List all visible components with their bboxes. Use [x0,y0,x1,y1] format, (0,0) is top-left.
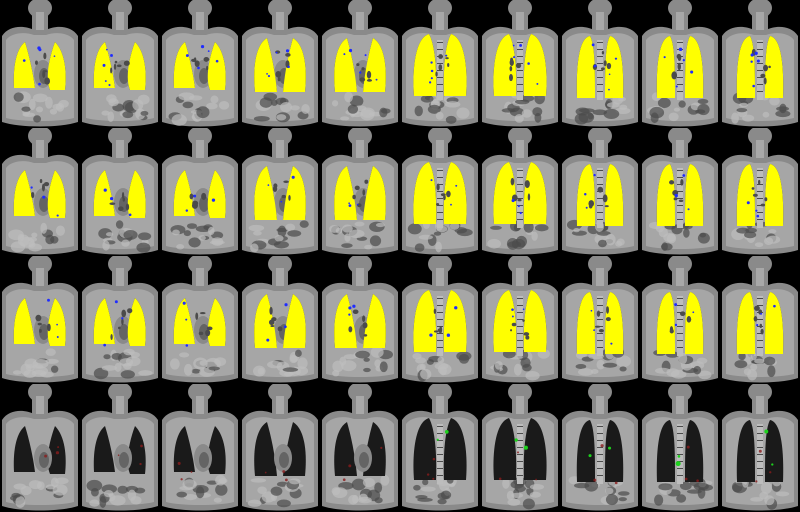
mri-slice-tile [560,256,640,384]
mri-slice-image [80,384,160,512]
mri-slice-tile [160,384,240,512]
montage-row-2 [0,128,800,256]
mri-slice-tile [160,128,240,256]
mri-slice-image [160,384,240,512]
mri-slice-image [560,128,640,256]
mri-slice-tile [0,128,80,256]
mri-slice-tile [400,384,480,512]
mri-slice-image [0,256,80,384]
mri-slice-tile [160,0,240,128]
mri-slice-image [720,256,800,384]
mri-slice-image [80,128,160,256]
mri-slice-tile [640,256,720,384]
mri-slice-image [80,256,160,384]
mri-slice-tile [560,384,640,512]
mri-slice-tile [80,128,160,256]
mri-slice-image [320,0,400,128]
mri-slice-tile [720,0,800,128]
mri-slice-tile [400,256,480,384]
mri-slice-tile [480,0,560,128]
mri-slice-tile [640,128,720,256]
mri-slice-tile [560,128,640,256]
mri-slice-tile [0,256,80,384]
montage-row-4 [0,384,800,512]
mri-slice-tile [320,0,400,128]
mri-slice-tile [720,256,800,384]
mri-slice-tile [80,384,160,512]
mri-slice-image [320,256,400,384]
mri-slice-image [320,384,400,512]
mri-slice-image [640,384,720,512]
mri-slice-image [480,384,560,512]
mri-slice-image [640,128,720,256]
mri-slice-image [560,0,640,128]
mri-slice-tile [400,0,480,128]
mri-slice-tile [160,256,240,384]
mri-slice-image [400,0,480,128]
mri-slice-image [560,256,640,384]
mri-slice-image [560,384,640,512]
mri-slice-image [240,384,320,512]
montage-row-1 [0,0,800,128]
mri-slice-tile [320,128,400,256]
mri-slice-image [720,128,800,256]
mri-slice-tile [480,256,560,384]
mri-slice-image [480,256,560,384]
mri-slice-tile [720,384,800,512]
mri-slice-tile [480,128,560,256]
mri-slice-image [0,384,80,512]
mri-slice-tile [240,256,320,384]
mri-slice-image [400,128,480,256]
mri-slice-tile [320,256,400,384]
mri-slice-image [640,0,720,128]
mri-slice-image [240,128,320,256]
mri-slice-image [320,128,400,256]
mri-slice-image [80,0,160,128]
mri-slice-image [0,0,80,128]
mri-slice-image [640,256,720,384]
mri-slice-tile [320,384,400,512]
mri-slice-tile [640,0,720,128]
mri-slice-tile [720,128,800,256]
mri-slice-image [240,256,320,384]
mri-slice-image [0,128,80,256]
mri-slice-image [240,0,320,128]
mri-slice-tile [240,384,320,512]
mri-slice-tile [240,0,320,128]
mri-slice-image [400,384,480,512]
mri-slice-image [480,0,560,128]
mri-slice-tile [640,384,720,512]
mri-slice-tile [480,384,560,512]
mri-slice-image [480,128,560,256]
mri-slice-tile [0,0,80,128]
montage-row-3 [0,256,800,384]
mri-slice-image [720,384,800,512]
mri-slice-image [400,256,480,384]
mri-slice-image [160,128,240,256]
mri-slice-tile [80,0,160,128]
mri-slice-tile [240,128,320,256]
mri-slice-tile [560,0,640,128]
mri-slice-image [720,0,800,128]
mri-slice-tile [400,128,480,256]
mri-slice-tile [80,256,160,384]
mri-slice-image [160,256,240,384]
mri-slice-tile [0,384,80,512]
mri-slice-image [160,0,240,128]
